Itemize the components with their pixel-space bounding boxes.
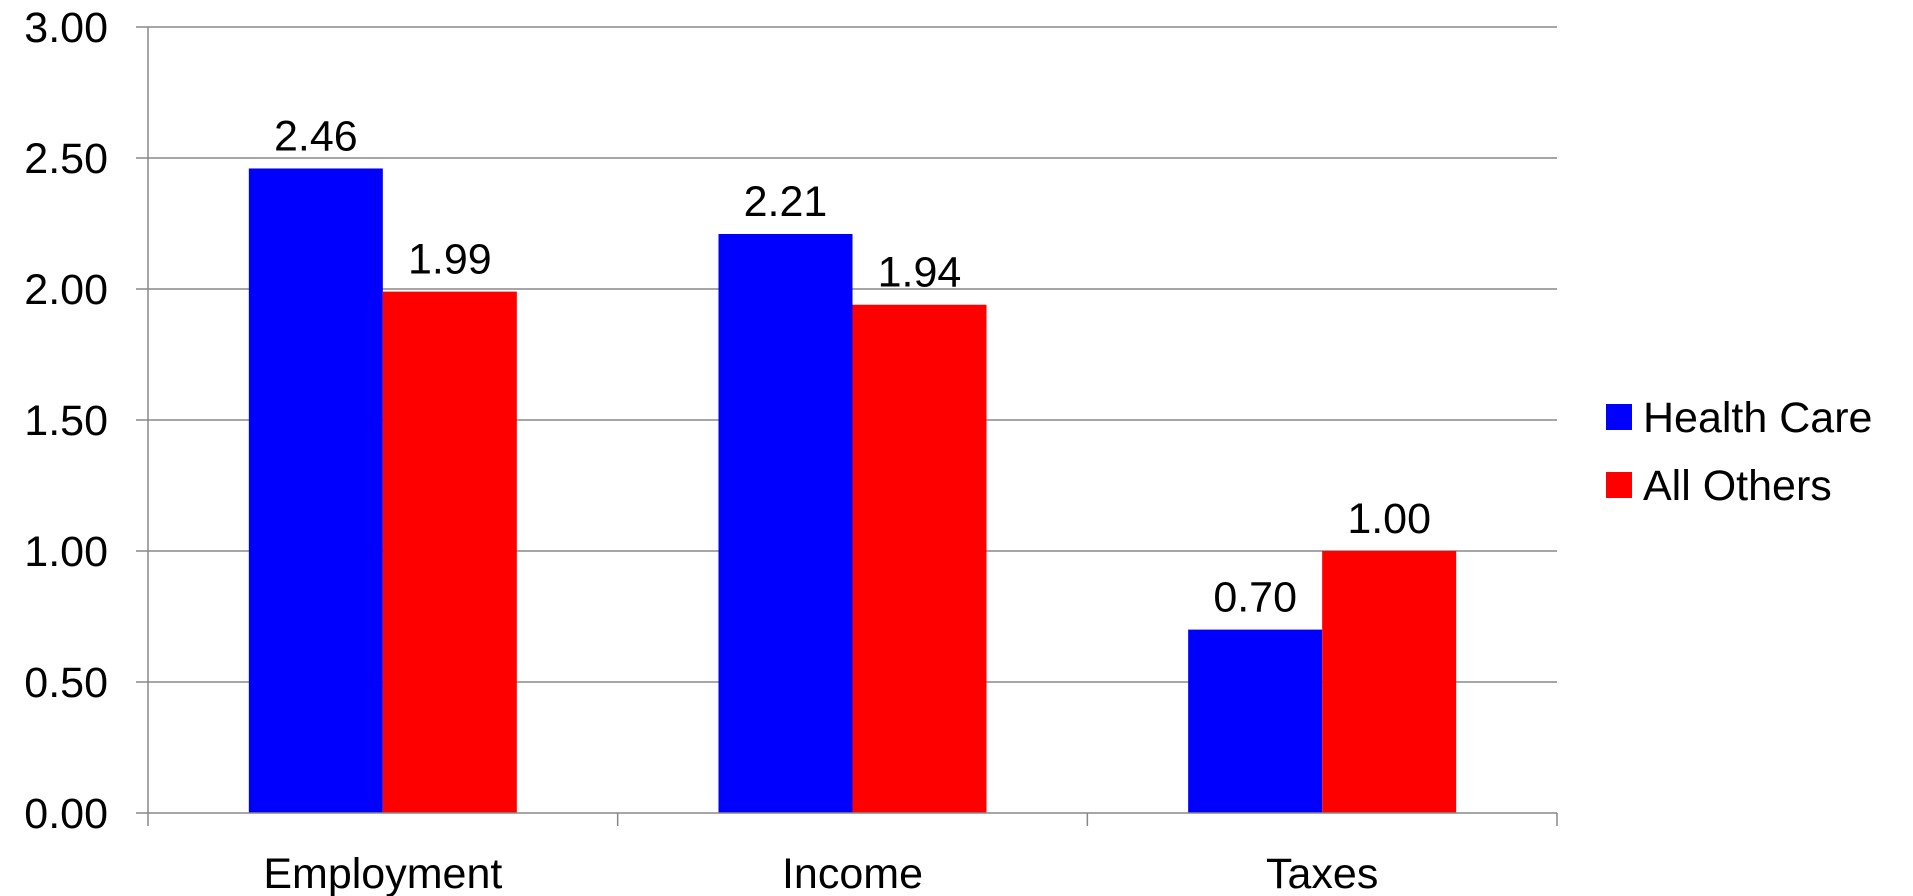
- x-axis-ticks: [147, 813, 1558, 826]
- data-labels: 2.46 1.99 2.21 1.94 0.70 1.00: [274, 112, 1431, 621]
- bar: [718, 233, 853, 814]
- legend-label: All Others: [1643, 462, 1832, 510]
- y-tick-label: 1.50: [24, 397, 108, 445]
- bar: [248, 168, 383, 814]
- data-label: 2.21: [744, 178, 828, 226]
- y-tick-label: 3.00: [24, 4, 108, 52]
- legend-swatch: [1606, 472, 1632, 498]
- legend-label: Health Care: [1643, 394, 1872, 442]
- legend: Health Care All Others: [1606, 394, 1872, 510]
- category-labels: Employment Income Taxes: [263, 850, 1378, 896]
- legend-swatch: [1606, 404, 1632, 430]
- bar: [1322, 551, 1457, 813]
- category-label: Taxes: [1266, 850, 1378, 896]
- data-label: 1.99: [408, 236, 492, 284]
- y-tick-label: 0.00: [24, 790, 108, 838]
- data-label: 1.94: [878, 249, 962, 297]
- bars: [248, 168, 1457, 814]
- y-axis-ticks: 0.00 0.50 1.00 1.50 2.00 2.50 3.00: [24, 4, 148, 838]
- data-label: 1.00: [1347, 495, 1431, 543]
- y-tick-label: 0.50: [24, 659, 108, 707]
- y-tick-label: 1.00: [24, 528, 108, 576]
- data-label: 2.46: [274, 112, 358, 160]
- axes: [147, 27, 1557, 814]
- bar: [852, 304, 987, 813]
- category-label: Income: [782, 850, 923, 896]
- data-label: 0.70: [1213, 574, 1297, 622]
- category-label: Employment: [263, 850, 502, 896]
- bar: [1188, 629, 1323, 813]
- y-tick-label: 2.00: [24, 266, 108, 314]
- bar: [382, 291, 517, 813]
- y-tick-label: 2.50: [24, 135, 108, 183]
